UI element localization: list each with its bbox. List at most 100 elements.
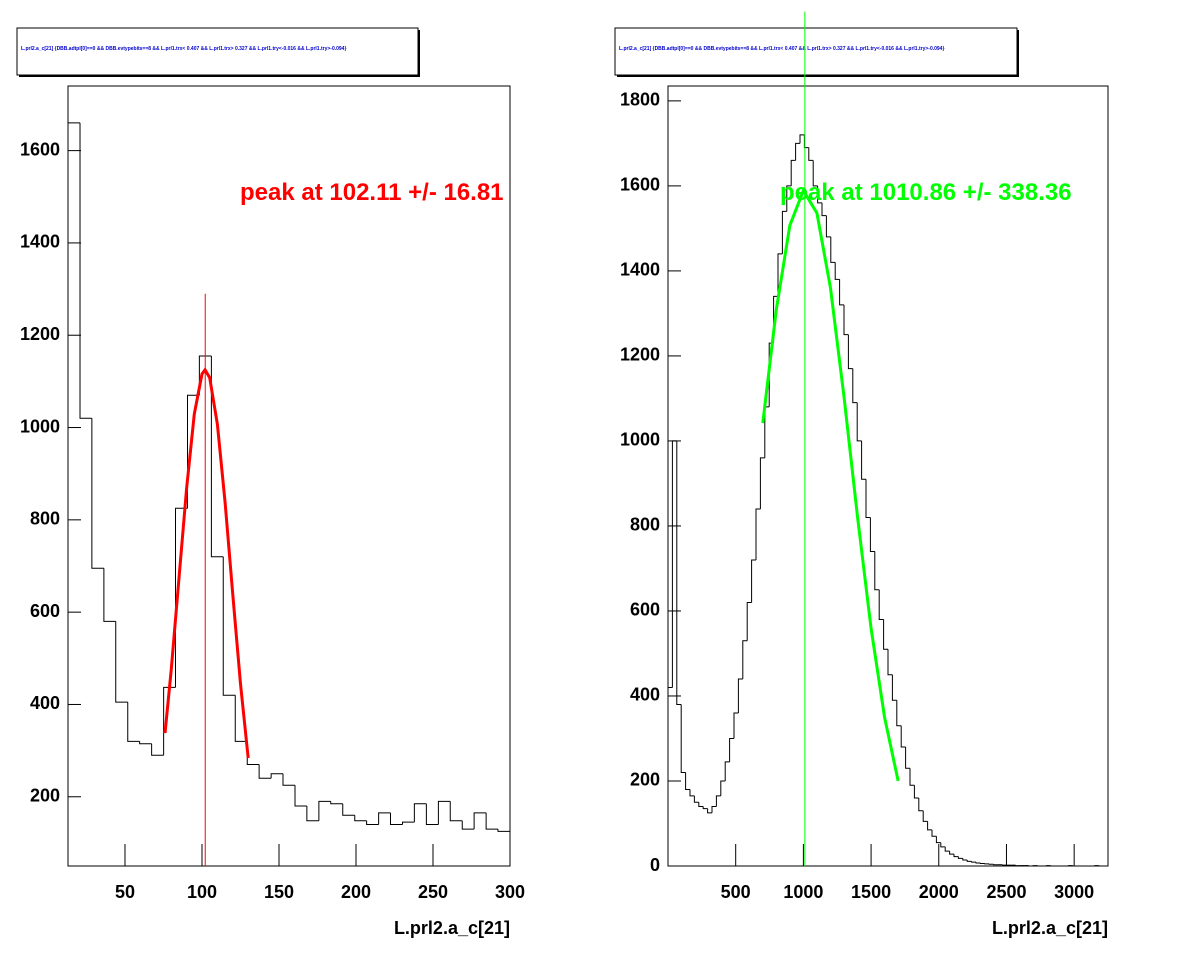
title-box [614, 27, 1018, 76]
histogram-bin [786, 185, 792, 212]
histogram-bin [755, 508, 761, 560]
histogram-bin [354, 815, 367, 822]
histogram-bin [366, 820, 379, 825]
histogram-bin [834, 262, 840, 280]
y-tick-label: 1200 [620, 345, 660, 365]
histogram-bin [485, 812, 498, 830]
histogram-bin [222, 556, 236, 696]
annotation: peak at 1010.86 +/- 338.36 [780, 179, 1072, 206]
histogram-bin [830, 236, 836, 263]
histogram-bin [957, 856, 963, 859]
x-tick-label: 1000 [783, 882, 823, 902]
histogram-bin [865, 479, 871, 518]
histogram-bin [707, 808, 712, 814]
histogram-bin [949, 851, 954, 855]
histogram-bin [330, 801, 343, 805]
histogram-bin [234, 695, 248, 742]
y-tick-label: 200 [30, 786, 60, 806]
x-axis-label: L.prl2.a_c[21] [394, 918, 510, 938]
histogram-bin [715, 795, 721, 807]
histogram-bin [737, 678, 743, 713]
y-tick-label: 200 [630, 770, 660, 790]
fit-curve [761, 187, 900, 782]
y-tick-label: 600 [30, 601, 60, 621]
histogram-bin [473, 812, 487, 830]
annotation: peak at 102.11 +/- 16.81 [240, 179, 504, 206]
x-tick-label: 150 [264, 882, 294, 902]
y-tick-label: 1000 [20, 416, 60, 436]
histogram-bin [282, 773, 296, 786]
histogram-bin [927, 821, 932, 831]
histogram-bin [270, 773, 283, 779]
histogram-bin [437, 800, 451, 825]
histogram-bin [861, 440, 866, 480]
histogram-bin [698, 802, 704, 807]
histogram-bin [953, 854, 959, 858]
histogram-bin [680, 704, 686, 773]
histogram-bin [821, 202, 827, 217]
histogram-bin [905, 746, 910, 769]
plot-title: L.prl2.a_c[21] {DBB.adtpl[0]==0 && DBB.e… [619, 46, 944, 52]
histogram-bin [693, 795, 699, 803]
y-tick-label: 1200 [20, 324, 60, 344]
histogram-bin [764, 406, 770, 458]
histogram-bin [896, 700, 902, 727]
y-tick-label: 1400 [20, 232, 60, 252]
histogram-bin [883, 619, 888, 650]
histogram-bin [139, 741, 152, 745]
histogram-bin [843, 304, 849, 336]
histogram-bin [724, 761, 730, 781]
histogram-bin [79, 122, 92, 419]
histogram-bin [67, 122, 81, 866]
histogram-bin [825, 215, 831, 238]
histogram-bin [733, 712, 739, 739]
histogram-bin [817, 185, 822, 204]
histogram-bin [971, 861, 976, 863]
x-tick-label: 2000 [919, 882, 959, 902]
histogram-bin [378, 812, 391, 825]
histogram-bin [729, 737, 734, 762]
histogram-bin [342, 803, 355, 816]
x-tick-label: 500 [721, 882, 751, 902]
histogram-bin [795, 142, 800, 161]
histogram-bin [790, 159, 796, 186]
histogram-bin [746, 601, 752, 641]
histogram-bin [975, 862, 981, 864]
x-tick-label: 2500 [986, 882, 1026, 902]
histogram-bin [878, 589, 884, 620]
histogram-bin [103, 568, 116, 622]
y-tick-label: 0 [650, 855, 660, 875]
histogram-bin [891, 674, 897, 701]
histogram-bin [294, 785, 307, 807]
histogram-bin [869, 517, 875, 552]
x-tick-label: 1500 [851, 882, 891, 902]
histogram-bin [944, 846, 950, 852]
x-tick-label: 50 [115, 882, 135, 902]
histogram-bin [402, 821, 415, 825]
histogram-bin [497, 829, 510, 832]
histogram-bin [909, 768, 915, 786]
histogram-bin [940, 842, 946, 848]
y-tick-label: 400 [30, 693, 60, 713]
histogram-bin [966, 860, 972, 862]
y-tick-label: 1000 [620, 430, 660, 450]
histogram-bin [91, 418, 104, 569]
histogram-bin [676, 440, 682, 705]
histogram-bin [306, 806, 319, 822]
x-tick-label: 3000 [1054, 882, 1094, 902]
histogram-bin [931, 829, 937, 837]
histogram-bin [685, 772, 690, 790]
histogram-bin [847, 334, 853, 370]
histogram-bin [777, 253, 783, 297]
y-tick-label: 1800 [620, 90, 660, 110]
histogram-bin [887, 649, 893, 676]
y-tick-label: 1400 [620, 260, 660, 280]
histogram-bin [413, 803, 427, 823]
histogram-bin [935, 836, 941, 844]
x-tick-label: 200 [341, 882, 371, 902]
histogram-bin [720, 780, 726, 796]
y-tick-label: 800 [630, 515, 660, 535]
histogram-bin [900, 725, 906, 748]
histogram-bin [671, 440, 677, 688]
